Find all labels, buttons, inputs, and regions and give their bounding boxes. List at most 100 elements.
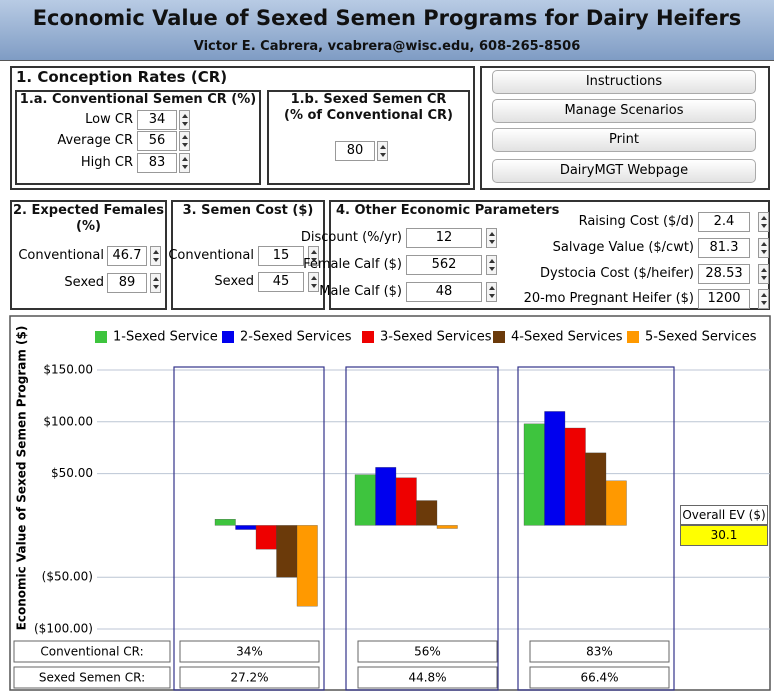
app-title: Economic Value of Sexed Semen Programs f… [32,6,742,30]
spinner[interactable] [179,153,190,173]
spinner-arrow[interactable] [489,294,495,298]
spinner[interactable] [758,264,769,284]
spinner-arrow[interactable] [761,250,767,254]
table-cell [13,666,171,689]
bar [276,525,298,578]
spinner-arrow[interactable] [153,285,159,289]
button[interactable]: Instructions [492,70,756,94]
spinner-arrow[interactable] [761,293,767,297]
spinner-arrow[interactable] [153,277,159,281]
subsection-title: (% of Conventional CR) [284,108,453,123]
y-tick-label: $50.00 [51,466,93,480]
field-label: Dystocia Cost ($/heifer) [540,266,694,281]
button[interactable]: DairyMGT Webpage [492,159,756,183]
button[interactable]: Print [492,128,756,152]
number-input[interactable]: 45 [258,272,304,292]
section-title: (%) [76,219,101,234]
number-input[interactable]: 562 [406,255,482,275]
number-input[interactable]: 15 [258,246,304,266]
spinner-arrow[interactable] [182,135,188,139]
spinner[interactable] [308,246,319,266]
spinner-arrow[interactable] [311,250,317,254]
legend-label: 3-Sexed Services [380,330,492,345]
spinner-arrow[interactable] [182,165,188,169]
section-title: 3. Semen Cost ($) [182,203,314,218]
spinner-arrow[interactable] [761,301,767,305]
spinner-arrow[interactable] [761,216,767,220]
button[interactable]: Manage Scenarios [492,99,756,123]
bar [395,477,417,526]
number-input[interactable]: 56 [137,131,177,151]
bar [436,525,458,529]
legend-label: 2-Sexed Services [240,330,352,345]
number-input[interactable]: 81.3 [698,238,750,258]
bar [214,519,236,526]
field-label: Salvage Value ($/cwt) [552,240,694,255]
spinner[interactable] [308,272,319,292]
spinner[interactable] [486,282,497,302]
table-value: 34% [236,645,263,659]
number-input[interactable]: 34 [137,110,177,130]
subsection-title: 1.b. Sexed Semen CR [290,92,447,107]
number-input[interactable]: 2.4 [698,212,750,232]
legend-label: 1-Sexed Service [113,330,218,345]
number-input[interactable]: 12 [406,228,482,248]
spinner-arrow[interactable] [182,114,188,118]
spinner[interactable] [150,273,161,293]
legend-swatch [362,331,374,343]
section-title: 2. Expected Females [13,203,164,218]
spinner-arrow[interactable] [153,250,159,254]
spinner-arrow[interactable] [182,122,188,126]
field-label: 20-mo Pregnant Heifer ($) [523,291,694,306]
spinner-arrow[interactable] [489,232,495,236]
number-input[interactable]: 1200 [698,289,750,309]
legend-label: 4-Sexed Services [511,330,623,345]
spinner-arrow[interactable] [489,267,495,271]
field-label: Conventional [18,248,104,263]
spinner-arrow[interactable] [311,284,317,288]
spinner[interactable] [758,238,769,258]
legend-swatch [493,331,505,343]
spinner-arrow[interactable] [380,153,386,157]
spinner-arrow[interactable] [311,258,317,262]
spinner-arrow[interactable] [489,240,495,244]
bar [416,500,438,526]
spinner-arrow[interactable] [182,157,188,161]
spinner[interactable] [486,228,497,248]
field-label: Sexed [64,275,104,290]
spinner-arrow[interactable] [380,145,386,149]
spinner-arrow[interactable] [153,258,159,262]
y-axis-label: Economic Value of Sexed Semen Program ($… [15,326,29,631]
spinner-arrow[interactable] [761,276,767,280]
group-box [173,366,325,691]
number-input[interactable]: 83 [137,153,177,173]
y-tick-label: ($100.00) [34,622,93,636]
y-tick-label: ($50.00) [42,570,93,584]
section-title: 4. Other Economic Parameters [336,203,560,218]
legend-label: 5-Sexed Services [645,330,757,345]
bar [296,525,318,607]
bar [585,452,607,526]
spinner-arrow[interactable] [182,143,188,147]
number-input[interactable]: 89 [107,273,147,293]
spinner-arrow[interactable] [489,259,495,263]
spinner-arrow[interactable] [761,242,767,246]
table-value: 27.2% [230,671,268,685]
number-input[interactable]: 80 [335,141,375,161]
spinner[interactable] [179,110,190,130]
spinner[interactable] [377,141,388,161]
spinner[interactable] [758,212,769,232]
number-input[interactable]: 48 [406,282,482,302]
bar [523,423,545,526]
spinner[interactable] [150,246,161,266]
spinner[interactable] [758,289,769,309]
spinner[interactable] [179,131,190,151]
spinner-arrow[interactable] [761,224,767,228]
spinner-arrow[interactable] [761,268,767,272]
number-input[interactable]: 28.53 [698,264,750,284]
group-box [517,366,675,691]
spinner-arrow[interactable] [489,286,495,290]
spinner[interactable] [486,255,497,275]
number-input[interactable]: 46.7 [107,246,147,266]
spinner-arrow[interactable] [311,276,317,280]
